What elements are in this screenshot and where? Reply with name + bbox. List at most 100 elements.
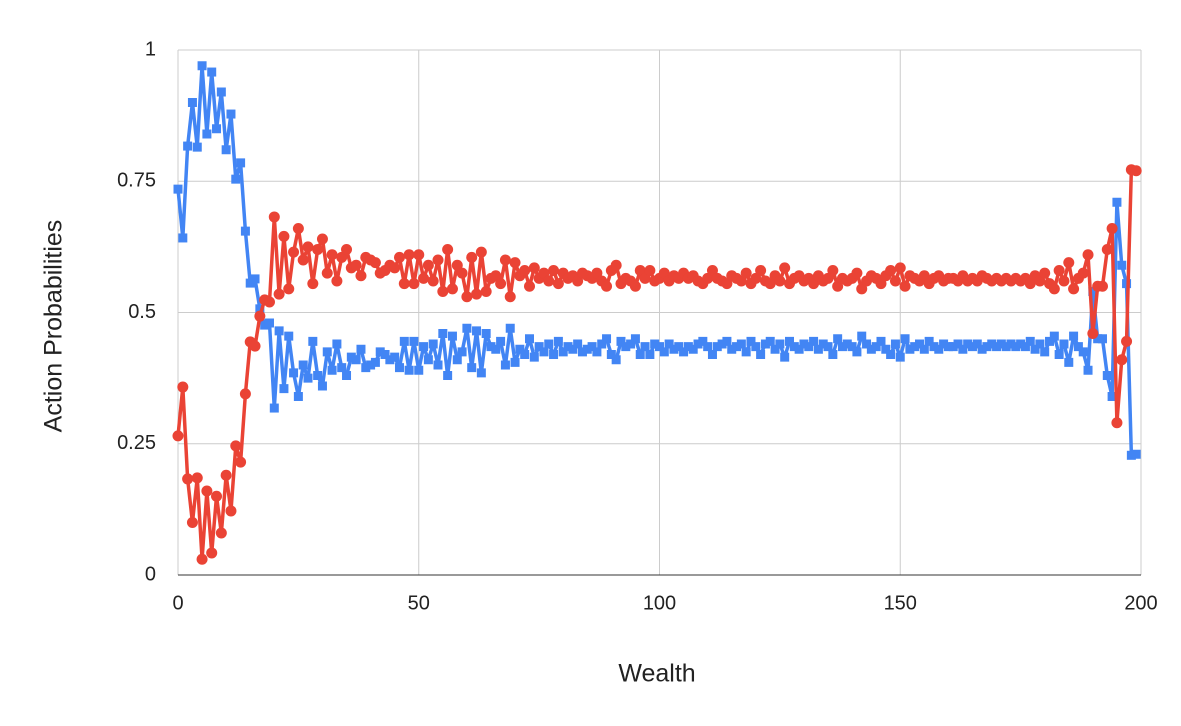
point bbox=[177, 381, 189, 393]
point bbox=[433, 360, 443, 370]
point bbox=[1040, 347, 1050, 357]
point bbox=[683, 342, 693, 352]
point bbox=[774, 275, 786, 287]
point bbox=[693, 339, 703, 349]
point bbox=[1097, 334, 1107, 344]
point bbox=[1006, 339, 1016, 349]
point bbox=[1102, 371, 1112, 380]
point bbox=[553, 336, 563, 346]
point bbox=[706, 265, 718, 276]
point bbox=[385, 355, 395, 365]
point bbox=[472, 326, 482, 336]
point bbox=[818, 339, 828, 349]
point bbox=[1039, 267, 1051, 279]
point bbox=[664, 339, 674, 349]
point bbox=[1024, 278, 1036, 290]
point bbox=[543, 275, 555, 287]
y-tick-label: 0 bbox=[145, 563, 156, 585]
point bbox=[178, 233, 188, 243]
point bbox=[538, 267, 550, 279]
point bbox=[601, 280, 613, 292]
point bbox=[369, 257, 381, 269]
point bbox=[813, 344, 823, 354]
point bbox=[1025, 336, 1035, 346]
point bbox=[1058, 275, 1070, 287]
point bbox=[808, 278, 820, 290]
point bbox=[231, 174, 241, 184]
point bbox=[899, 280, 911, 292]
point bbox=[977, 344, 987, 354]
point bbox=[1112, 197, 1122, 207]
point bbox=[201, 485, 213, 497]
point bbox=[721, 278, 733, 290]
point bbox=[804, 342, 814, 352]
point bbox=[602, 334, 612, 344]
point bbox=[837, 342, 847, 352]
point bbox=[1001, 342, 1011, 352]
point bbox=[1087, 328, 1099, 339]
point bbox=[953, 339, 963, 349]
point bbox=[370, 357, 380, 367]
point bbox=[972, 339, 982, 349]
point bbox=[495, 278, 507, 290]
point bbox=[889, 275, 901, 287]
point bbox=[490, 270, 502, 282]
point bbox=[471, 288, 483, 300]
point bbox=[779, 262, 791, 274]
point bbox=[1093, 334, 1103, 344]
point bbox=[322, 347, 332, 357]
point bbox=[476, 368, 486, 378]
point bbox=[558, 347, 568, 357]
point bbox=[1053, 265, 1065, 276]
point bbox=[534, 342, 544, 352]
point bbox=[577, 347, 587, 357]
point bbox=[866, 344, 876, 354]
point bbox=[982, 342, 992, 352]
point bbox=[510, 357, 520, 367]
point bbox=[216, 87, 226, 97]
point bbox=[780, 352, 790, 362]
point bbox=[1083, 365, 1093, 375]
point bbox=[992, 342, 1002, 352]
y-axis-title: Action Probabilities bbox=[40, 220, 68, 433]
point bbox=[313, 371, 323, 380]
point bbox=[505, 323, 515, 333]
point bbox=[785, 336, 795, 346]
point bbox=[939, 339, 949, 349]
point bbox=[327, 365, 337, 375]
point bbox=[419, 342, 429, 352]
point bbox=[250, 274, 260, 284]
point bbox=[658, 267, 670, 279]
point bbox=[437, 286, 449, 297]
point bbox=[1107, 392, 1117, 401]
point bbox=[509, 257, 521, 269]
point bbox=[894, 262, 906, 274]
point bbox=[302, 241, 314, 253]
point bbox=[519, 265, 531, 276]
point bbox=[520, 350, 530, 359]
point bbox=[919, 344, 929, 354]
point bbox=[274, 326, 284, 336]
y-tick-label: 0.5 bbox=[128, 301, 156, 323]
point bbox=[528, 262, 540, 274]
point bbox=[442, 244, 454, 255]
point bbox=[750, 272, 762, 284]
x-axis-title: Wealth bbox=[618, 660, 695, 688]
point bbox=[432, 254, 444, 266]
point bbox=[842, 339, 852, 349]
point bbox=[255, 304, 265, 314]
point bbox=[549, 350, 559, 359]
point bbox=[573, 339, 583, 349]
point bbox=[331, 275, 343, 287]
point bbox=[307, 278, 319, 290]
point bbox=[587, 342, 597, 352]
point bbox=[239, 388, 251, 400]
point bbox=[1117, 260, 1127, 270]
point bbox=[610, 259, 622, 271]
point bbox=[399, 336, 409, 346]
point bbox=[856, 283, 868, 295]
point bbox=[221, 145, 231, 155]
point bbox=[486, 342, 496, 352]
